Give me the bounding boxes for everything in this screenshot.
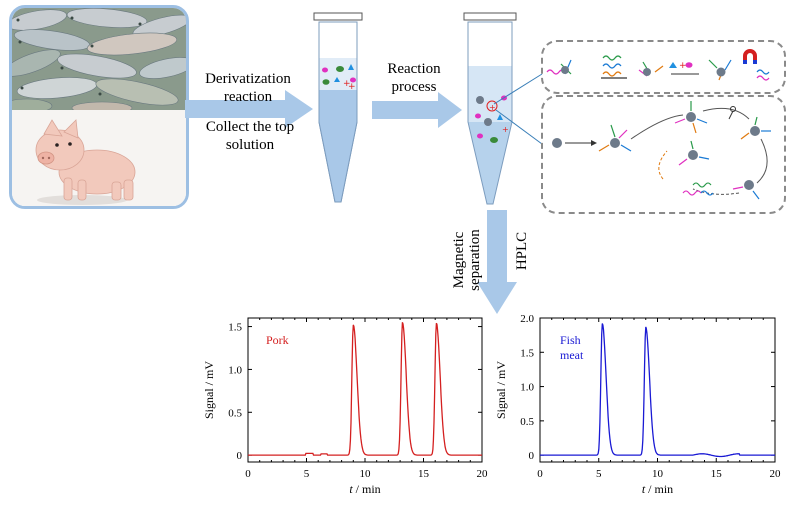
derivatization-label: Derivatization reaction — [205, 71, 291, 105]
chart-fish: 0 5 10 15 20 0 0.5 1.0 1.5 2.0 t / min Signal / mV F… — [494, 313, 782, 496]
series-label: Pork — [266, 333, 289, 347]
x-tick-label: 10 — [652, 468, 664, 480]
x-axis-title-unit: / min — [353, 482, 381, 496]
y-tick-label: 0.5 — [520, 416, 534, 428]
x-axis-title: t / min — [349, 482, 380, 496]
y-tick-label: 1.5 — [228, 322, 242, 334]
x-tick-label: 20 — [477, 468, 489, 480]
svg-text:+: + — [348, 82, 356, 92]
x-tick-label: 15 — [711, 468, 723, 480]
svg-text:+: + — [679, 61, 687, 71]
series-label: Fish — [560, 333, 581, 347]
collect-label: Collect the top solution — [205, 119, 295, 153]
mechanism-panel-bottom — [541, 95, 786, 214]
svg-text:+: + — [489, 103, 496, 112]
y-tick-label: 0.5 — [228, 407, 242, 419]
zoom-connectors — [493, 73, 543, 145]
x-axis-title-var: t — [642, 482, 646, 496]
magnetic-separation-label: Magnetic separation — [451, 222, 483, 302]
centrifuge-tube-2: + + — [463, 12, 517, 205]
y-tick-label: 1.0 — [520, 382, 534, 394]
series-label: meat — [560, 348, 584, 362]
chromatogram-trace — [540, 323, 775, 458]
y-tick-label: 1.5 — [520, 347, 534, 359]
x-axis-title-var: t — [349, 482, 353, 496]
y-axis-title: Signal / mV — [202, 361, 216, 419]
arrow-reaction — [372, 92, 462, 128]
x-tick-label: 5 — [304, 468, 310, 480]
pig-photo — [12, 110, 186, 206]
reaction-label: Reaction process — [387, 61, 441, 95]
chart-pork: 0 5 10 15 20 0 0.5 1.0 1.5 t / min Signal / mV Pork — [202, 317, 489, 496]
hplc-text: HPLC — [514, 231, 530, 271]
x-tick-label: 20 — [770, 468, 782, 480]
x-tick-label: 0 — [245, 468, 251, 480]
centrifuge-tube-1: + + — [313, 12, 363, 203]
magnetic-separation-text: Magnetic separation — [451, 229, 483, 291]
arrow-separation — [477, 210, 517, 314]
chromatogram-trace — [248, 322, 482, 456]
hplc-label: HPLC — [510, 222, 534, 282]
svg-text:+: + — [502, 125, 509, 134]
y-tick-label: 1.0 — [228, 364, 242, 376]
y-tick-label: 0 — [529, 450, 535, 462]
mechanism-schematic-bottom — [552, 101, 771, 200]
x-axis-title-unit: / min — [645, 482, 673, 496]
x-tick-label: 0 — [537, 468, 543, 480]
y-tick-label: 2.0 — [520, 313, 534, 325]
x-tick-label: 15 — [418, 468, 430, 480]
x-tick-label: 10 — [360, 468, 372, 480]
x-tick-label: 5 — [596, 468, 602, 480]
y-axis-title: Signal / mV — [494, 361, 508, 419]
sample-images-frame — [9, 5, 189, 209]
mechanism-schematic-top: + — [546, 49, 770, 81]
mechanism-panel-top — [541, 40, 786, 94]
fish-photo — [12, 8, 186, 110]
arrow-derivatization — [185, 90, 313, 128]
y-tick-label: 0 — [237, 450, 243, 462]
svg-text:+: + — [343, 79, 351, 89]
x-axis-title: t / min — [642, 482, 673, 496]
